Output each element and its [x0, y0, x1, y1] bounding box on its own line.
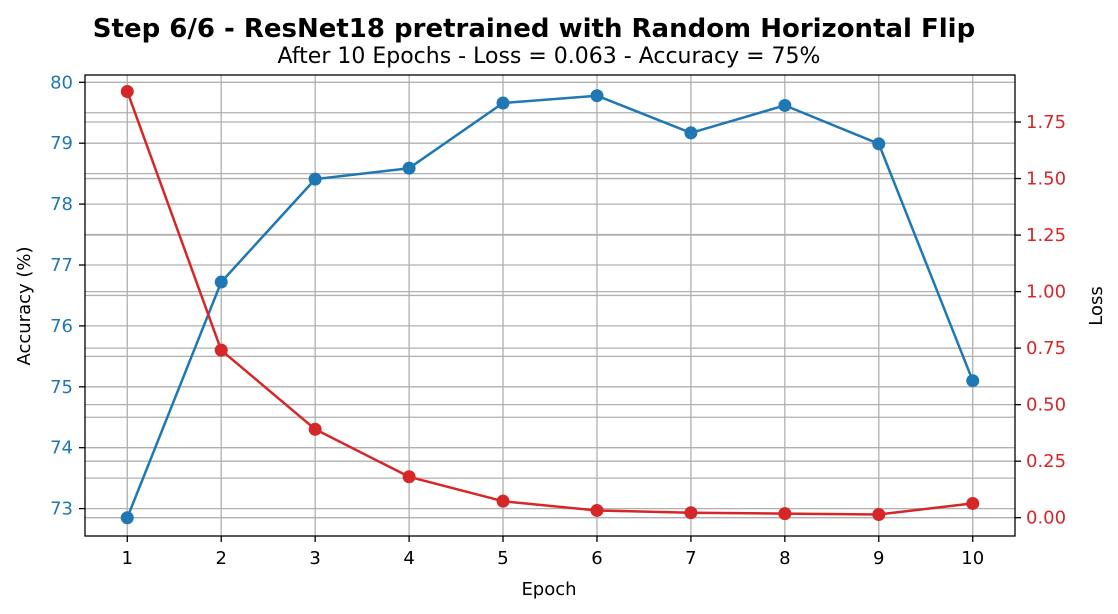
loss-point — [120, 85, 134, 99]
loss-point — [590, 503, 604, 517]
x-tick-label: 10 — [961, 548, 984, 569]
accuracy-point — [590, 89, 604, 103]
accuracy-line — [126, 94, 974, 519]
accuracy-point — [214, 275, 228, 289]
x-tick-label: 5 — [497, 548, 508, 569]
loss-point — [402, 470, 416, 484]
loss-point — [778, 507, 792, 521]
x-tick-label: 8 — [779, 548, 790, 569]
accuracy-point — [308, 172, 322, 186]
chart-subtitle: After 10 Epochs - Loss = 0.063 - Accurac… — [278, 44, 821, 69]
accuracy-point — [402, 161, 416, 175]
loss-point — [684, 506, 698, 520]
accuracy-point — [966, 374, 980, 388]
y-left-tick-label: 76 — [50, 316, 73, 337]
y-right-tick-label: 1.00 — [1026, 282, 1066, 303]
y-right-tick-label: 0.75 — [1026, 338, 1066, 359]
axes: 1 2 3 4 5 6 7 8 9 1073747576777879800.000.250.500… — [50, 72, 1066, 569]
loss-point — [214, 343, 228, 357]
loss-point — [872, 508, 886, 522]
accuracy-point — [120, 511, 134, 525]
y-left-tick-label: 74 — [50, 438, 73, 459]
loss-line — [126, 91, 973, 516]
y-right-tick-label: 1.75 — [1026, 112, 1066, 133]
x-axis-label: Epoch — [521, 579, 576, 600]
accuracy-point — [496, 96, 510, 110]
loss-point — [308, 422, 322, 436]
x-tick-label: 1 — [122, 548, 133, 569]
y-axis-right-label: Loss — [1086, 286, 1107, 325]
y-axis-left-label: Accuracy (%) — [14, 246, 35, 365]
y-left-tick-label: 75 — [50, 377, 73, 398]
y-left-tick-label: 79 — [50, 133, 73, 154]
loss-point — [496, 494, 510, 508]
x-tick-label: 4 — [403, 548, 414, 569]
chart-title: Step 6/6 - ResNet18 pretrained with Rand… — [93, 14, 975, 44]
loss-point — [966, 496, 980, 510]
y-right-tick-label: 1.25 — [1026, 225, 1066, 246]
y-left-tick-label: 77 — [50, 255, 73, 276]
y-left-tick-label: 80 — [50, 72, 73, 93]
x-tick-label: 7 — [685, 548, 696, 569]
plot-frame — [84, 74, 1016, 537]
y-right-tick-label: 0.25 — [1026, 451, 1066, 472]
y-left-tick-label: 73 — [50, 499, 73, 520]
accuracy-point — [872, 137, 886, 151]
x-tick-label: 6 — [591, 548, 602, 569]
y-left-tick-label: 78 — [50, 194, 73, 215]
y-right-tick-label: 1.50 — [1026, 169, 1066, 190]
x-tick-label: 9 — [873, 548, 884, 569]
grid — [85, 75, 1015, 536]
y-right-tick-label: 0.00 — [1026, 508, 1066, 529]
accuracy-point — [778, 98, 792, 112]
x-tick-label: 2 — [215, 548, 226, 569]
accuracy-point — [684, 126, 698, 140]
y-right-tick-label: 0.50 — [1026, 395, 1066, 416]
series-layer — [120, 85, 980, 525]
x-tick-label: 3 — [309, 548, 320, 569]
